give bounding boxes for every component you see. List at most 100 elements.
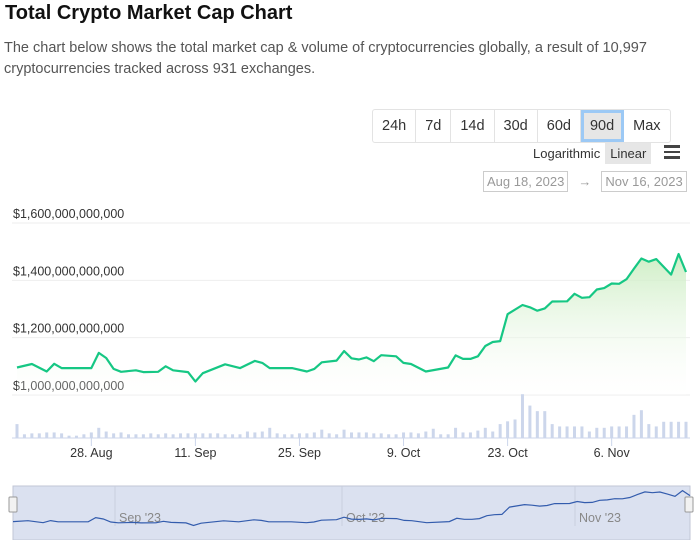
navigator-handle[interactable] — [684, 496, 694, 513]
volume-bar — [565, 426, 569, 438]
volume-bar — [535, 411, 539, 438]
volume-bar — [364, 432, 368, 438]
volume-bar — [290, 434, 294, 438]
volume-bar — [528, 405, 532, 438]
volume-bar — [617, 426, 621, 438]
volume-bar — [171, 434, 175, 438]
volume-bar — [156, 434, 160, 438]
y-tick-label: $1,200,000,000,000 — [13, 322, 124, 336]
volume-bar — [231, 434, 235, 438]
volume-bar — [394, 434, 398, 438]
volume-bar — [587, 431, 591, 438]
volume-bar — [677, 421, 681, 438]
arrow-right-icon: → — [578, 174, 592, 189]
volume-bar — [409, 432, 413, 438]
volume-bar — [439, 434, 443, 438]
volume-bar — [335, 434, 339, 438]
x-tick-label: 23. Oct — [487, 446, 528, 460]
x-tick-label: 6. Nov — [594, 446, 631, 460]
volume-bar — [52, 432, 56, 438]
volume-bar — [647, 424, 651, 438]
scale-linear-button[interactable]: Linear — [605, 143, 652, 164]
navigator-handle[interactable] — [8, 496, 18, 513]
volume-bar — [164, 433, 168, 438]
volume-bar — [104, 431, 108, 438]
volume-bar — [223, 434, 227, 438]
volume-bar — [602, 427, 606, 438]
volume-bar — [238, 434, 242, 438]
volume-bar — [483, 427, 487, 438]
range-button-7d[interactable]: 7d — [416, 110, 452, 142]
volume-bar — [372, 433, 376, 438]
volume-bar — [193, 433, 197, 438]
x-tick-label: 9. Oct — [387, 446, 421, 460]
volume-bar — [141, 434, 145, 438]
volume-bar — [89, 432, 93, 438]
volume-bar — [275, 433, 279, 438]
volume-bar — [37, 433, 41, 438]
volume-bar — [149, 433, 153, 438]
volume-bar — [74, 435, 78, 438]
volume-bar — [476, 430, 480, 438]
range-button-90d[interactable]: 90d — [580, 110, 625, 142]
volume-bar — [446, 434, 450, 438]
scale-logarithmic-button[interactable]: Logarithmic — [533, 146, 601, 161]
volume-bar — [506, 421, 510, 438]
volume-bar — [573, 426, 576, 438]
volume-bar — [610, 426, 614, 438]
range-button-max[interactable]: Max — [633, 118, 661, 134]
volume-bar — [684, 421, 688, 438]
page-title: Total Crypto Market Cap Chart — [5, 2, 293, 24]
volume-bar — [639, 410, 643, 438]
x-tick-label: 11. Sep — [174, 446, 216, 460]
volume-bar — [97, 427, 101, 438]
volume-bar — [558, 426, 562, 438]
range-button-30d[interactable]: 30d — [495, 110, 538, 142]
date-range: Aug 18, 2023 → Nov 16, 2023 — [483, 171, 687, 192]
navigator-label: Sep '23 — [119, 511, 161, 525]
volume-bar — [424, 431, 428, 438]
volume-bar — [119, 432, 123, 438]
range-button-60d[interactable]: 60d — [538, 110, 581, 142]
date-to-input[interactable]: Nov 16, 2023 — [601, 171, 687, 192]
volume-bar — [112, 433, 116, 438]
volume-bar — [491, 431, 495, 438]
volume-bar — [387, 434, 391, 438]
volume-bar — [127, 434, 130, 438]
volume-bar — [327, 433, 331, 438]
navigator-label: Oct '23 — [346, 511, 385, 525]
volume-bar — [45, 432, 49, 438]
volume-bar — [342, 429, 346, 438]
volume-bar — [498, 424, 502, 438]
volume-bar — [654, 426, 658, 438]
range-selector: 24h 7d 14d 30d 60d 90d Max — [372, 109, 671, 143]
volume-bar — [595, 427, 599, 438]
volume-bar — [30, 433, 34, 438]
range-button-14d[interactable]: 14d — [451, 110, 495, 142]
volume-bar — [632, 414, 636, 438]
hamburger-menu-icon[interactable] — [664, 145, 680, 162]
navigator-window — [12, 485, 691, 540]
volume-bar — [431, 428, 435, 438]
volume-bar — [454, 427, 458, 438]
volume-bar — [134, 434, 138, 438]
y-tick-label: $1,600,000,000,000 — [13, 207, 124, 221]
volume-bar — [208, 433, 212, 438]
navigator-line — [12, 489, 691, 527]
navigator-label: Nov '23 — [579, 511, 621, 525]
volume-bar — [305, 433, 309, 438]
volume-bar — [416, 433, 420, 438]
volume-bar — [513, 419, 517, 438]
volume-bar — [67, 435, 71, 438]
volume-bar — [550, 424, 554, 438]
scale-toggle: Logarithmic Linear — [528, 143, 652, 164]
volume-bar — [625, 426, 629, 438]
volume-bar — [60, 433, 64, 438]
volume-bar — [468, 432, 472, 438]
volume-bar — [15, 424, 19, 438]
volume-bar — [312, 432, 316, 438]
volume-bar — [320, 429, 324, 438]
date-from-input[interactable]: Aug 18, 2023 — [483, 171, 569, 192]
range-button-24h[interactable]: 24h — [373, 110, 417, 142]
